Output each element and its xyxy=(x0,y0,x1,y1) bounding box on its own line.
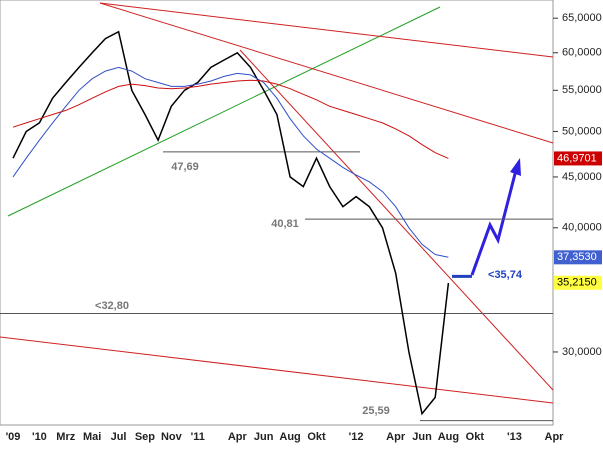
x-tick-label: Aug xyxy=(438,431,459,443)
y-tick-label: 50,0000 xyxy=(562,125,602,137)
level-label: 25,59 xyxy=(362,405,390,417)
trend-line xyxy=(0,336,554,404)
trend-line xyxy=(239,49,554,391)
value-tag-label: 46,9701 xyxy=(557,152,597,164)
level-label: 40,81 xyxy=(271,218,299,230)
level-label: <32,80 xyxy=(95,300,129,312)
trend-line xyxy=(7,6,441,217)
x-tick-label: Sep xyxy=(135,431,155,443)
x-tick-label: Jul xyxy=(111,431,127,443)
x-tick-label: '13 xyxy=(507,431,522,443)
x-tick-label: Nov xyxy=(161,431,183,443)
x-tick-label: Mai xyxy=(83,431,101,443)
y-tick-label: 55,0000 xyxy=(562,84,602,96)
y-tick-label: 30,0000 xyxy=(562,346,602,358)
x-tick-label: Jun xyxy=(254,431,274,443)
series-line xyxy=(12,30,450,416)
x-tick-label: Okt xyxy=(466,431,485,443)
value-tag-label: 37,3530 xyxy=(557,251,597,263)
series-line xyxy=(12,79,449,159)
y-tick-label: 60,0000 xyxy=(562,47,602,59)
trend-line xyxy=(99,2,554,58)
value-tag xyxy=(554,275,602,290)
x-tick-label: Jun xyxy=(412,431,432,443)
x-tick-label: '11 xyxy=(191,431,205,443)
value-tag-label: 35,2150 xyxy=(557,277,597,289)
value-tag xyxy=(554,250,602,265)
plot-area xyxy=(0,0,554,426)
x-tick-label: Apr xyxy=(386,431,406,443)
x-tick-label: Apr xyxy=(228,431,248,443)
x-tick-label: '10 xyxy=(32,431,47,443)
series-line xyxy=(12,66,449,258)
value-tag xyxy=(554,151,602,166)
level-label: <35,74 xyxy=(488,269,523,281)
projection-arrow xyxy=(470,169,518,276)
y-tick-label: 45,0000 xyxy=(562,171,602,183)
x-tick-label: Mrz xyxy=(56,431,75,443)
x-tick-label: '09 xyxy=(6,431,21,443)
trend-line xyxy=(99,2,554,144)
x-tick-label: '12 xyxy=(349,431,364,443)
y-tick-label: 40,0000 xyxy=(562,222,602,234)
x-tick-label: Okt xyxy=(307,431,326,443)
y-tick-label: 65,0000 xyxy=(562,12,602,24)
level-label: 47,69 xyxy=(171,161,199,173)
arrow-head xyxy=(510,158,521,176)
x-tick-label: Aug xyxy=(279,431,300,443)
x-tick-label: Apr xyxy=(545,431,565,443)
